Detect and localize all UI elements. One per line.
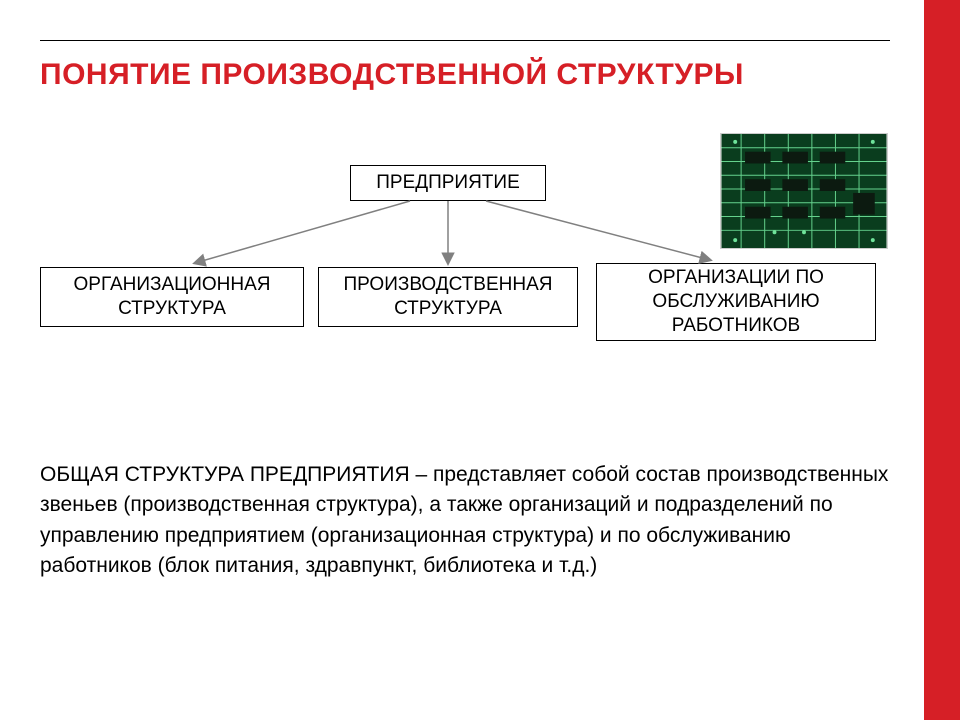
circuit-board-icon	[721, 134, 887, 248]
definition-paragraph: ОБЩАЯ СТРУКТУРА ПРЕДПРИЯТИЯ – представля…	[40, 460, 890, 582]
node-prod-structure: ПРОИЗВОДСТВЕННАЯ СТРУКТУРА	[318, 267, 578, 327]
top-rule	[40, 40, 890, 41]
edge-root-c1	[195, 201, 410, 263]
definition-lead: ОБЩАЯ СТРУКТУРА ПРЕДПРИЯТИЯ	[40, 463, 410, 486]
node-org-structure: ОРГАНИЗАЦИОННАЯ СТРУКТУРА	[40, 267, 304, 327]
circuit-board-image	[720, 133, 888, 249]
node-root: ПРЕДПРИЯТИЕ	[350, 165, 546, 201]
node-service-org: ОРГАНИЗАЦИИ ПО ОБСЛУЖИВАНИЮ РАБОТНИКОВ	[596, 263, 876, 341]
diagram-arrows	[0, 0, 960, 720]
slide-title: ПОНЯТИЕ ПРОИЗВОДСТВЕННОЙ СТРУКТУРЫ	[40, 58, 860, 93]
slide: ПОНЯТИЕ ПРОИЗВОДСТВЕННОЙ СТРУКТУРЫ	[0, 0, 960, 720]
accent-sidebar	[924, 0, 960, 720]
edge-root-c3	[486, 201, 710, 260]
